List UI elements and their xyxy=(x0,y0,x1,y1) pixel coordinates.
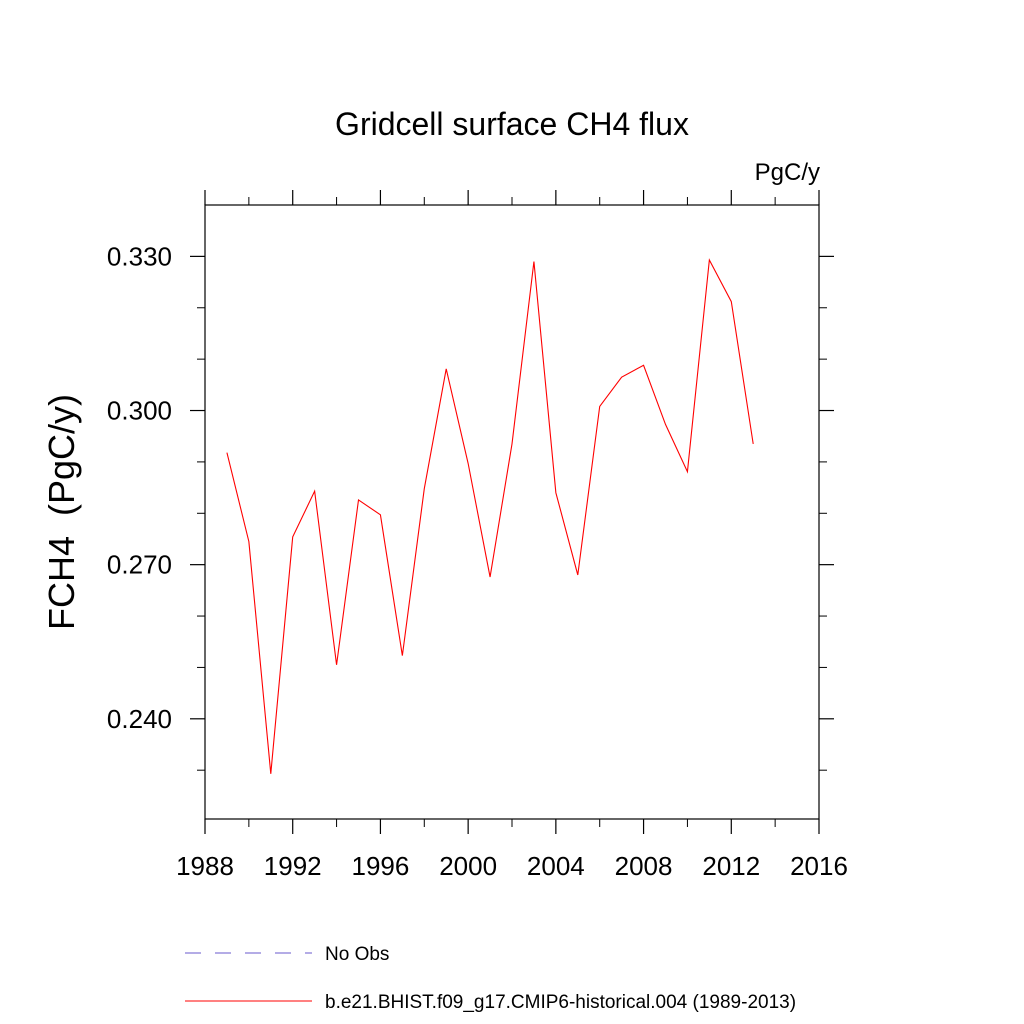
series-line xyxy=(226,258,754,774)
x-tick-label: 1992 xyxy=(264,851,322,881)
legend: No Obs b.e21.BHIST.f09_g17.CMIP6-histori… xyxy=(185,944,796,1013)
x-tick-label: 2000 xyxy=(439,851,497,881)
y-tick-label: 0.330 xyxy=(107,241,172,271)
axis-ticks xyxy=(190,190,834,834)
y-axis-label: FCH4 (PgC/y) xyxy=(41,394,82,630)
chart-title: Gridcell surface CH4 flux xyxy=(335,106,689,142)
y-tick-label: 0.270 xyxy=(107,550,172,580)
y-tick-label: 0.300 xyxy=(107,396,172,426)
units-label: PgC/y xyxy=(755,159,820,186)
x-tick-label: 2008 xyxy=(615,851,673,881)
plot-frame xyxy=(204,204,820,820)
x-tick-label: 2016 xyxy=(790,851,848,881)
series-layer xyxy=(226,258,754,774)
axis-tick-labels: 1988 1992 1996 2000 2004 2008 2012 2016 0.240 0.2… xyxy=(107,241,848,881)
x-tick-label: 1996 xyxy=(352,851,410,881)
x-tick-label: 1988 xyxy=(176,851,234,881)
y-tick-label: 0.240 xyxy=(107,704,172,734)
legend-label-historical: b.e21.BHIST.f09_g17.CMIP6-historical.004… xyxy=(325,992,796,1013)
legend-label-no-obs: No Obs xyxy=(325,944,389,965)
x-tick-label: 2004 xyxy=(527,851,585,881)
x-tick-label: 2012 xyxy=(702,851,760,881)
